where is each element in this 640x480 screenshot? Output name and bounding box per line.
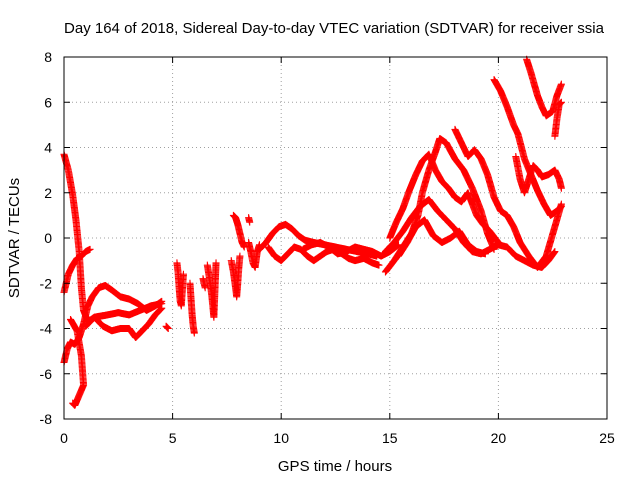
data-point <box>557 184 565 192</box>
x-tick-label: 20 <box>491 430 507 446</box>
series-trace-f <box>162 322 172 332</box>
series-trace-k <box>227 252 244 301</box>
series-trace-g <box>173 259 187 310</box>
data-point <box>86 245 94 253</box>
x-tick-label: 0 <box>60 430 68 446</box>
series-trace-s <box>386 150 502 247</box>
data-point <box>557 80 565 88</box>
data-point <box>190 329 198 337</box>
x-tick-label: 5 <box>169 430 177 446</box>
series-trace-v <box>451 125 565 271</box>
series-trace-d <box>67 315 88 409</box>
series-trace-u <box>394 216 489 260</box>
data-point <box>164 325 172 332</box>
y-tick-label: -4 <box>40 321 53 337</box>
series-trace-i <box>199 275 209 292</box>
series-trace-x <box>523 55 565 120</box>
y-tick-label: -8 <box>40 411 53 427</box>
series-trace-e <box>82 304 166 342</box>
y-tick-label: 2 <box>44 185 52 201</box>
y-axis-label: SDTVAR / TECUs <box>6 178 23 298</box>
series-trace-m <box>245 214 254 226</box>
series-trace-w <box>490 76 565 219</box>
data-point <box>158 297 166 305</box>
plot-frame <box>63 56 608 420</box>
data-point <box>557 98 565 106</box>
x-axis-label: GPS time / hours <box>278 458 392 475</box>
series-trace-n <box>245 239 263 271</box>
data-point <box>551 248 559 256</box>
y-tick-label: 4 <box>44 140 52 156</box>
data-point <box>246 218 254 226</box>
series-trace-q <box>299 239 402 260</box>
data-point <box>557 202 565 210</box>
chart-title: Day 164 of 2018, Sidereal Day-to-day VTE… <box>64 20 605 37</box>
data-point <box>158 304 166 312</box>
data-point <box>394 241 402 249</box>
data-point <box>69 399 77 407</box>
series-trace-t <box>381 196 559 271</box>
axis-ticks: 0 5 10 15 20 25 -8 -6 -4 -2 0 2 4 6 8 <box>40 49 615 446</box>
x-tick-label: 25 <box>599 430 615 446</box>
y-tick-label: -6 <box>40 366 53 382</box>
x-tick-label: 10 <box>273 430 289 446</box>
data-points <box>60 55 565 409</box>
series-trace-l <box>229 211 248 251</box>
data-point <box>212 259 220 267</box>
y-tick-label: -2 <box>40 275 53 291</box>
data-point <box>236 252 244 260</box>
y-tick-label: 8 <box>44 49 52 65</box>
data-point <box>179 270 187 278</box>
y-tick-label: 0 <box>44 230 52 246</box>
data-point <box>375 261 383 269</box>
x-tick-label: 15 <box>382 430 398 446</box>
series-trace-y <box>512 153 565 197</box>
series-trace-z <box>551 98 565 140</box>
grid <box>64 57 607 419</box>
series-trace-b <box>60 245 94 296</box>
y-tick-label: 6 <box>44 94 52 110</box>
series-trace-h <box>186 279 198 337</box>
data-point <box>481 250 489 258</box>
series-trace-j <box>203 259 220 321</box>
